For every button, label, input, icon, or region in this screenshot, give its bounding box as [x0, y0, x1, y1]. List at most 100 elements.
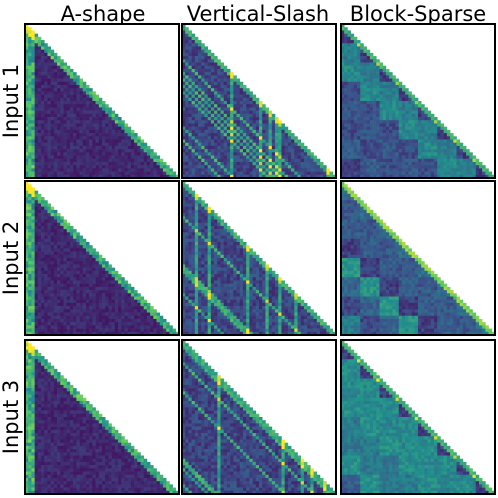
heatmap-cell: [95, 174, 100, 179]
heatmap-cell: [230, 101, 234, 105]
heatmap-cell: [344, 171, 348, 176]
heatmap-cell: [28, 43, 32, 47]
heatmap-cell: [57, 113, 61, 118]
heatmap-cell: [50, 94, 55, 99]
heatmap-cell: [360, 133, 364, 137]
heatmap-cell: [98, 161, 103, 166]
heatmap-cell: [60, 168, 64, 172]
heatmap-cell: [82, 101, 87, 105]
heatmap-cell: [469, 158, 473, 163]
heatmap-cell: [446, 142, 451, 147]
heatmap-cell: [63, 318, 68, 323]
heatmap-cell: [236, 117, 241, 121]
heatmap-cell: [50, 309, 55, 313]
heatmap-cell: [482, 168, 486, 172]
heatmap-cell: [233, 75, 237, 79]
heatmap-cell: [73, 331, 77, 336]
heatmap-cell: [217, 235, 221, 240]
heatmap-cell: [363, 62, 367, 67]
heatmap-cell: [79, 126, 84, 131]
heatmap-cell: [418, 145, 422, 150]
heatmap-cell: [41, 165, 45, 169]
heatmap-cell: [300, 152, 305, 156]
heatmap-cell: [207, 91, 212, 95]
heatmap-cell: [182, 200, 186, 204]
heatmap-cell: [57, 174, 61, 179]
heatmap-cell: [34, 328, 39, 333]
heatmap-cell: [130, 299, 135, 304]
heatmap-cell: [134, 328, 138, 333]
heatmap-cell: [191, 203, 196, 207]
heatmap-cell: [28, 251, 32, 256]
heatmap-cell: [60, 219, 64, 224]
heatmap-cell: [191, 133, 196, 137]
heatmap-cell: [357, 139, 361, 144]
heatmap-cell: [188, 126, 192, 131]
heatmap-cell: [214, 152, 218, 156]
heatmap-cell: [369, 91, 374, 95]
heatmap-cell: [366, 78, 371, 83]
heatmap-cell: [98, 299, 103, 304]
heatmap-cell: [140, 302, 145, 307]
heatmap-cell: [191, 126, 196, 131]
heatmap-cell: [389, 142, 393, 147]
heatmap-cell: [230, 155, 234, 160]
heatmap-cell: [114, 325, 119, 329]
heatmap-cell: [450, 152, 454, 156]
heatmap-cell: [31, 296, 35, 301]
heatmap-cell: [360, 43, 364, 47]
heatmap-cell: [146, 165, 151, 169]
heatmap-cell: [214, 225, 218, 230]
heatmap-cell: [124, 168, 128, 172]
heatmap-cell: [389, 113, 393, 118]
heatmap-cell: [37, 241, 42, 246]
heatmap-cell: [198, 65, 202, 70]
heatmap-cell: [376, 171, 380, 176]
heatmap-cell: [421, 136, 425, 140]
row-titles: Input 1 Input 2 Input 3: [0, 64, 23, 454]
heatmap-cell: [95, 296, 100, 301]
heatmap-cell: [102, 158, 106, 163]
heatmap-cell: [210, 209, 215, 214]
heatmap-cell: [424, 168, 428, 172]
heatmap-cell: [341, 145, 345, 150]
heatmap-cell: [82, 290, 87, 294]
heatmap-cell: [60, 113, 64, 118]
heatmap-cell: [34, 117, 39, 121]
heatmap-cell: [246, 113, 250, 118]
heatmap-cell: [92, 136, 96, 140]
heatmap-cell: [255, 117, 260, 121]
heatmap-cell: [146, 168, 151, 172]
heatmap-cell: [25, 161, 29, 166]
heatmap-cell: [69, 309, 74, 313]
heatmap-cell: [392, 145, 396, 150]
heatmap-cell: [89, 107, 93, 111]
heatmap-cell: [28, 78, 32, 83]
heatmap-cell: [124, 331, 128, 336]
heatmap-cell: [242, 97, 247, 102]
heatmap-cell: [53, 328, 58, 333]
heatmap-cell: [249, 165, 253, 169]
heatmap-cell: [98, 104, 103, 108]
heatmap-cell: [201, 94, 205, 99]
heatmap-cell: [281, 161, 285, 166]
heatmap-cell: [353, 139, 358, 144]
heatmap-cell: [66, 293, 71, 297]
heatmap-cell: [408, 145, 412, 150]
heatmap-cell: [207, 97, 212, 102]
heatmap-cell: [95, 267, 100, 272]
heatmap-cell: [408, 161, 412, 166]
heatmap-cell: [401, 145, 406, 150]
heatmap-cell: [347, 171, 351, 176]
heatmap-cell: [76, 94, 80, 99]
heatmap-cell: [185, 187, 189, 191]
heatmap-cell: [185, 238, 189, 243]
heatmap-cell: [389, 81, 393, 86]
heatmap-cell: [405, 158, 409, 163]
heatmap-cell: [95, 251, 100, 256]
heatmap-cell: [156, 328, 161, 333]
heatmap-cell: [249, 168, 253, 172]
heatmap-cell: [194, 117, 199, 121]
heatmap-cell: [472, 155, 477, 160]
heatmap-cell: [385, 149, 390, 153]
